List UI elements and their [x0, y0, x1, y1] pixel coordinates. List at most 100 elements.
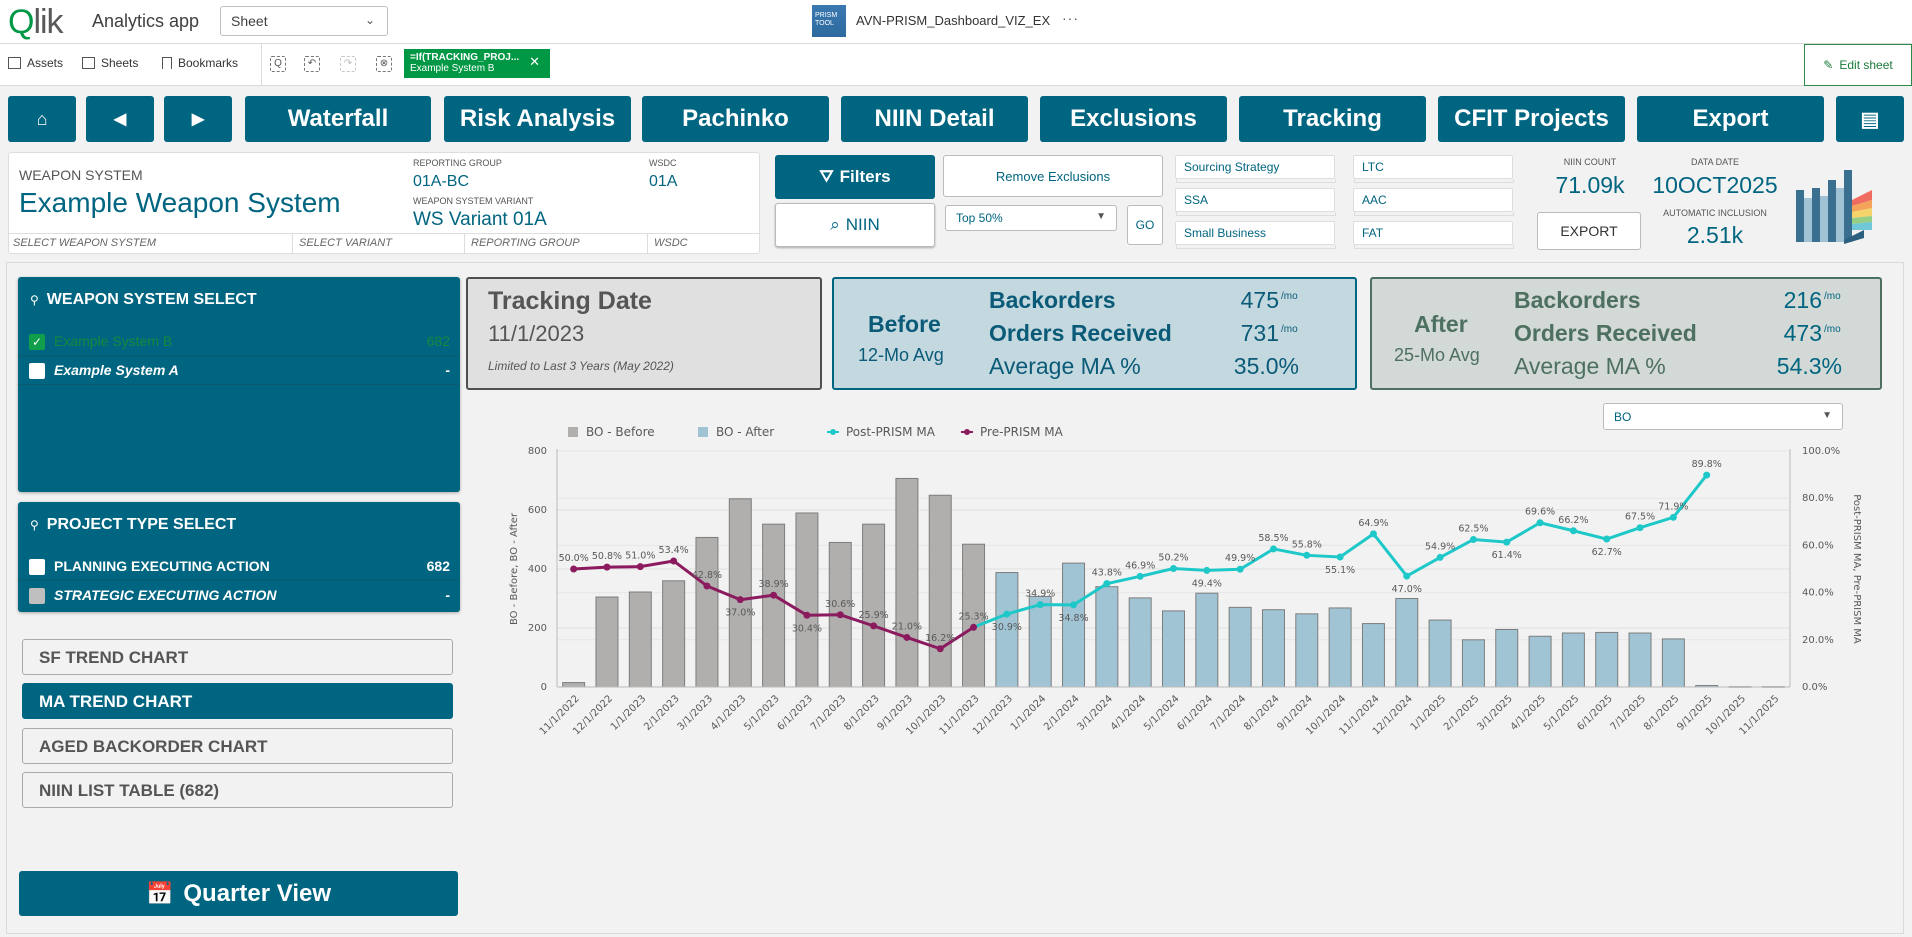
- filter-icon: ⛛: [819, 167, 834, 186]
- unit-per-month: /mo: [1824, 324, 1841, 335]
- data-point: [736, 596, 744, 604]
- after-ma-value: 54.3%: [1776, 353, 1842, 379]
- clear-selections-icon[interactable]: ⊗: [376, 56, 392, 72]
- top-percent-select[interactable]: Top 50% ▼: [945, 205, 1117, 231]
- filter-small-business[interactable]: Small Business: [1175, 221, 1336, 249]
- nav-pachinko[interactable]: Pachinko: [642, 96, 829, 142]
- data-point: [1469, 536, 1477, 543]
- wsdc-label: WSDC: [649, 158, 677, 168]
- checkbox[interactable]: [29, 559, 45, 575]
- app-header: Qlik Analytics app Sheet ⌄ PRISM TOOL AV…: [0, 0, 1912, 44]
- smart-search-icon[interactable]: Q: [270, 56, 286, 72]
- data-label: 50.2%: [1158, 553, 1188, 564]
- bar: [1528, 635, 1552, 688]
- qlik-logo[interactable]: Qlik: [8, 3, 64, 41]
- select-reporting-group[interactable]: REPORTING GROUP: [471, 237, 580, 249]
- data-point: [1536, 519, 1544, 527]
- selection-field: =If(TRACKING_PROJ...: [410, 52, 520, 63]
- data-label: 62.7%: [1592, 547, 1622, 558]
- nav-risk-analysis[interactable]: Risk Analysis: [444, 96, 631, 142]
- data-label: 42.8%: [692, 570, 722, 581]
- bar: [1028, 595, 1052, 688]
- aged-backorder-chart-button[interactable]: AGED BACKORDER CHART: [22, 728, 453, 764]
- list-item[interactable]: STRATEGIC EXECUTING ACTION -: [18, 581, 460, 610]
- assets-button[interactable]: Assets: [8, 56, 63, 70]
- select-wsdc[interactable]: WSDC: [654, 237, 688, 249]
- home-icon: ⌂: [36, 108, 48, 129]
- bookmarks-button[interactable]: Bookmarks: [162, 56, 238, 70]
- top-select-value: Top 50%: [956, 211, 1003, 225]
- nav-cfit-projects[interactable]: CFIT Projects: [1438, 96, 1625, 142]
- filter-ssa[interactable]: SSA: [1175, 188, 1336, 216]
- selection-chip[interactable]: =If(TRACKING_PROJ... Example System B ✕: [404, 49, 550, 78]
- notebook-icon: ▤: [1860, 108, 1880, 131]
- nav-tracking[interactable]: Tracking: [1239, 96, 1426, 142]
- sheet-select[interactable]: Sheet ⌄: [220, 6, 388, 36]
- data-label: 55.8%: [1292, 539, 1322, 550]
- filter-fat[interactable]: FAT: [1353, 221, 1514, 249]
- before-subtitle: 12-Mo Avg: [858, 345, 944, 365]
- document-title: AVN-PRISM_Dashboard_VIZ_EX: [856, 13, 1051, 28]
- filters-button[interactable]: ⛛ Filters: [775, 155, 935, 199]
- data-point: [703, 582, 711, 590]
- forward-button[interactable]: ▶: [164, 96, 232, 142]
- reporting-group-label: REPORTING GROUP: [413, 158, 502, 168]
- search-icon[interactable]: ⚲: [30, 518, 39, 532]
- edit-sheet-label: Edit sheet: [1839, 58, 1893, 72]
- select-variant[interactable]: SELECT VARIANT: [299, 237, 392, 249]
- data-label: 67.5%: [1625, 512, 1655, 523]
- checkbox-checked-icon[interactable]: ✓: [29, 334, 45, 350]
- list-item[interactable]: ✓ Example System B 682: [18, 327, 460, 356]
- quarter-view-button[interactable]: 📅 Quarter View: [19, 871, 458, 916]
- sf-trend-chart-button[interactable]: SF TREND CHART: [22, 639, 453, 675]
- before-orders-value: 731: [1240, 320, 1279, 346]
- nav-exclusions[interactable]: Exclusions: [1040, 96, 1227, 142]
- data-label: 47.0%: [1392, 584, 1422, 595]
- list-item[interactable]: PLANNING EXECUTING ACTION 682: [18, 552, 460, 581]
- after-backorders-value: 216: [1783, 287, 1822, 313]
- more-options-icon[interactable]: ···: [1062, 10, 1079, 26]
- niin-search-button[interactable]: ⌕ NIIN: [775, 203, 935, 247]
- data-label: 34.9%: [1025, 589, 1055, 600]
- go-button[interactable]: GO: [1127, 205, 1163, 245]
- y-tick-label: 0: [541, 682, 547, 693]
- x-tick-label: 3/1/2023: [676, 693, 716, 733]
- y2-tick-label: 40.0%: [1802, 588, 1834, 599]
- remove-exclusions-button[interactable]: Remove Exclusions: [943, 155, 1163, 197]
- search-icon[interactable]: ⚲: [30, 293, 39, 307]
- after-orders-value: 473: [1783, 320, 1822, 346]
- search-icon: ⌕: [830, 215, 840, 234]
- nav-niin-detail[interactable]: NIIN Detail: [841, 96, 1028, 142]
- quarter-view-label: Quarter View: [183, 879, 332, 907]
- filter-ltc[interactable]: LTC: [1353, 155, 1514, 183]
- bar: [1595, 631, 1619, 688]
- step-forward-icon[interactable]: ↷: [340, 56, 356, 72]
- checkbox[interactable]: [29, 363, 45, 379]
- niin-list-table-button[interactable]: NIIN LIST TABLE (682): [22, 772, 453, 808]
- filter-sourcing-strategy[interactable]: Sourcing Strategy: [1175, 155, 1336, 183]
- checkbox[interactable]: [29, 588, 45, 604]
- select-weapon-system[interactable]: SELECT WEAPON SYSTEM: [13, 237, 157, 249]
- list-item[interactable]: Example System A -: [18, 356, 460, 385]
- y-tick-label: 200: [528, 623, 547, 634]
- x-tick-label: 2/1/2023: [642, 693, 682, 733]
- export-button[interactable]: EXPORT: [1537, 212, 1641, 250]
- filter-aac[interactable]: AAC: [1353, 188, 1514, 216]
- before-ma-label: Average MA %: [989, 353, 1141, 379]
- data-point: [570, 565, 578, 573]
- data-point: [836, 611, 844, 619]
- back-button[interactable]: ◀: [86, 96, 154, 142]
- measure-select[interactable]: BO ▼: [1603, 403, 1843, 430]
- tracking-date: 11/1/2023: [488, 321, 585, 346]
- step-back-icon[interactable]: ↶: [304, 56, 320, 72]
- data-label: 38.9%: [759, 579, 789, 590]
- ma-trend-chart-button[interactable]: MA TREND CHART: [22, 683, 453, 719]
- sheets-button[interactable]: Sheets: [82, 56, 138, 70]
- nav-export[interactable]: Export: [1637, 96, 1824, 142]
- notes-button[interactable]: ▤: [1836, 96, 1904, 142]
- nav-waterfall[interactable]: Waterfall: [245, 96, 431, 142]
- home-button[interactable]: ⌂: [8, 96, 76, 142]
- edit-sheet-button[interactable]: ✎ Edit sheet: [1804, 44, 1912, 86]
- close-icon[interactable]: ✕: [529, 54, 540, 69]
- data-label: 71.9%: [1658, 501, 1688, 512]
